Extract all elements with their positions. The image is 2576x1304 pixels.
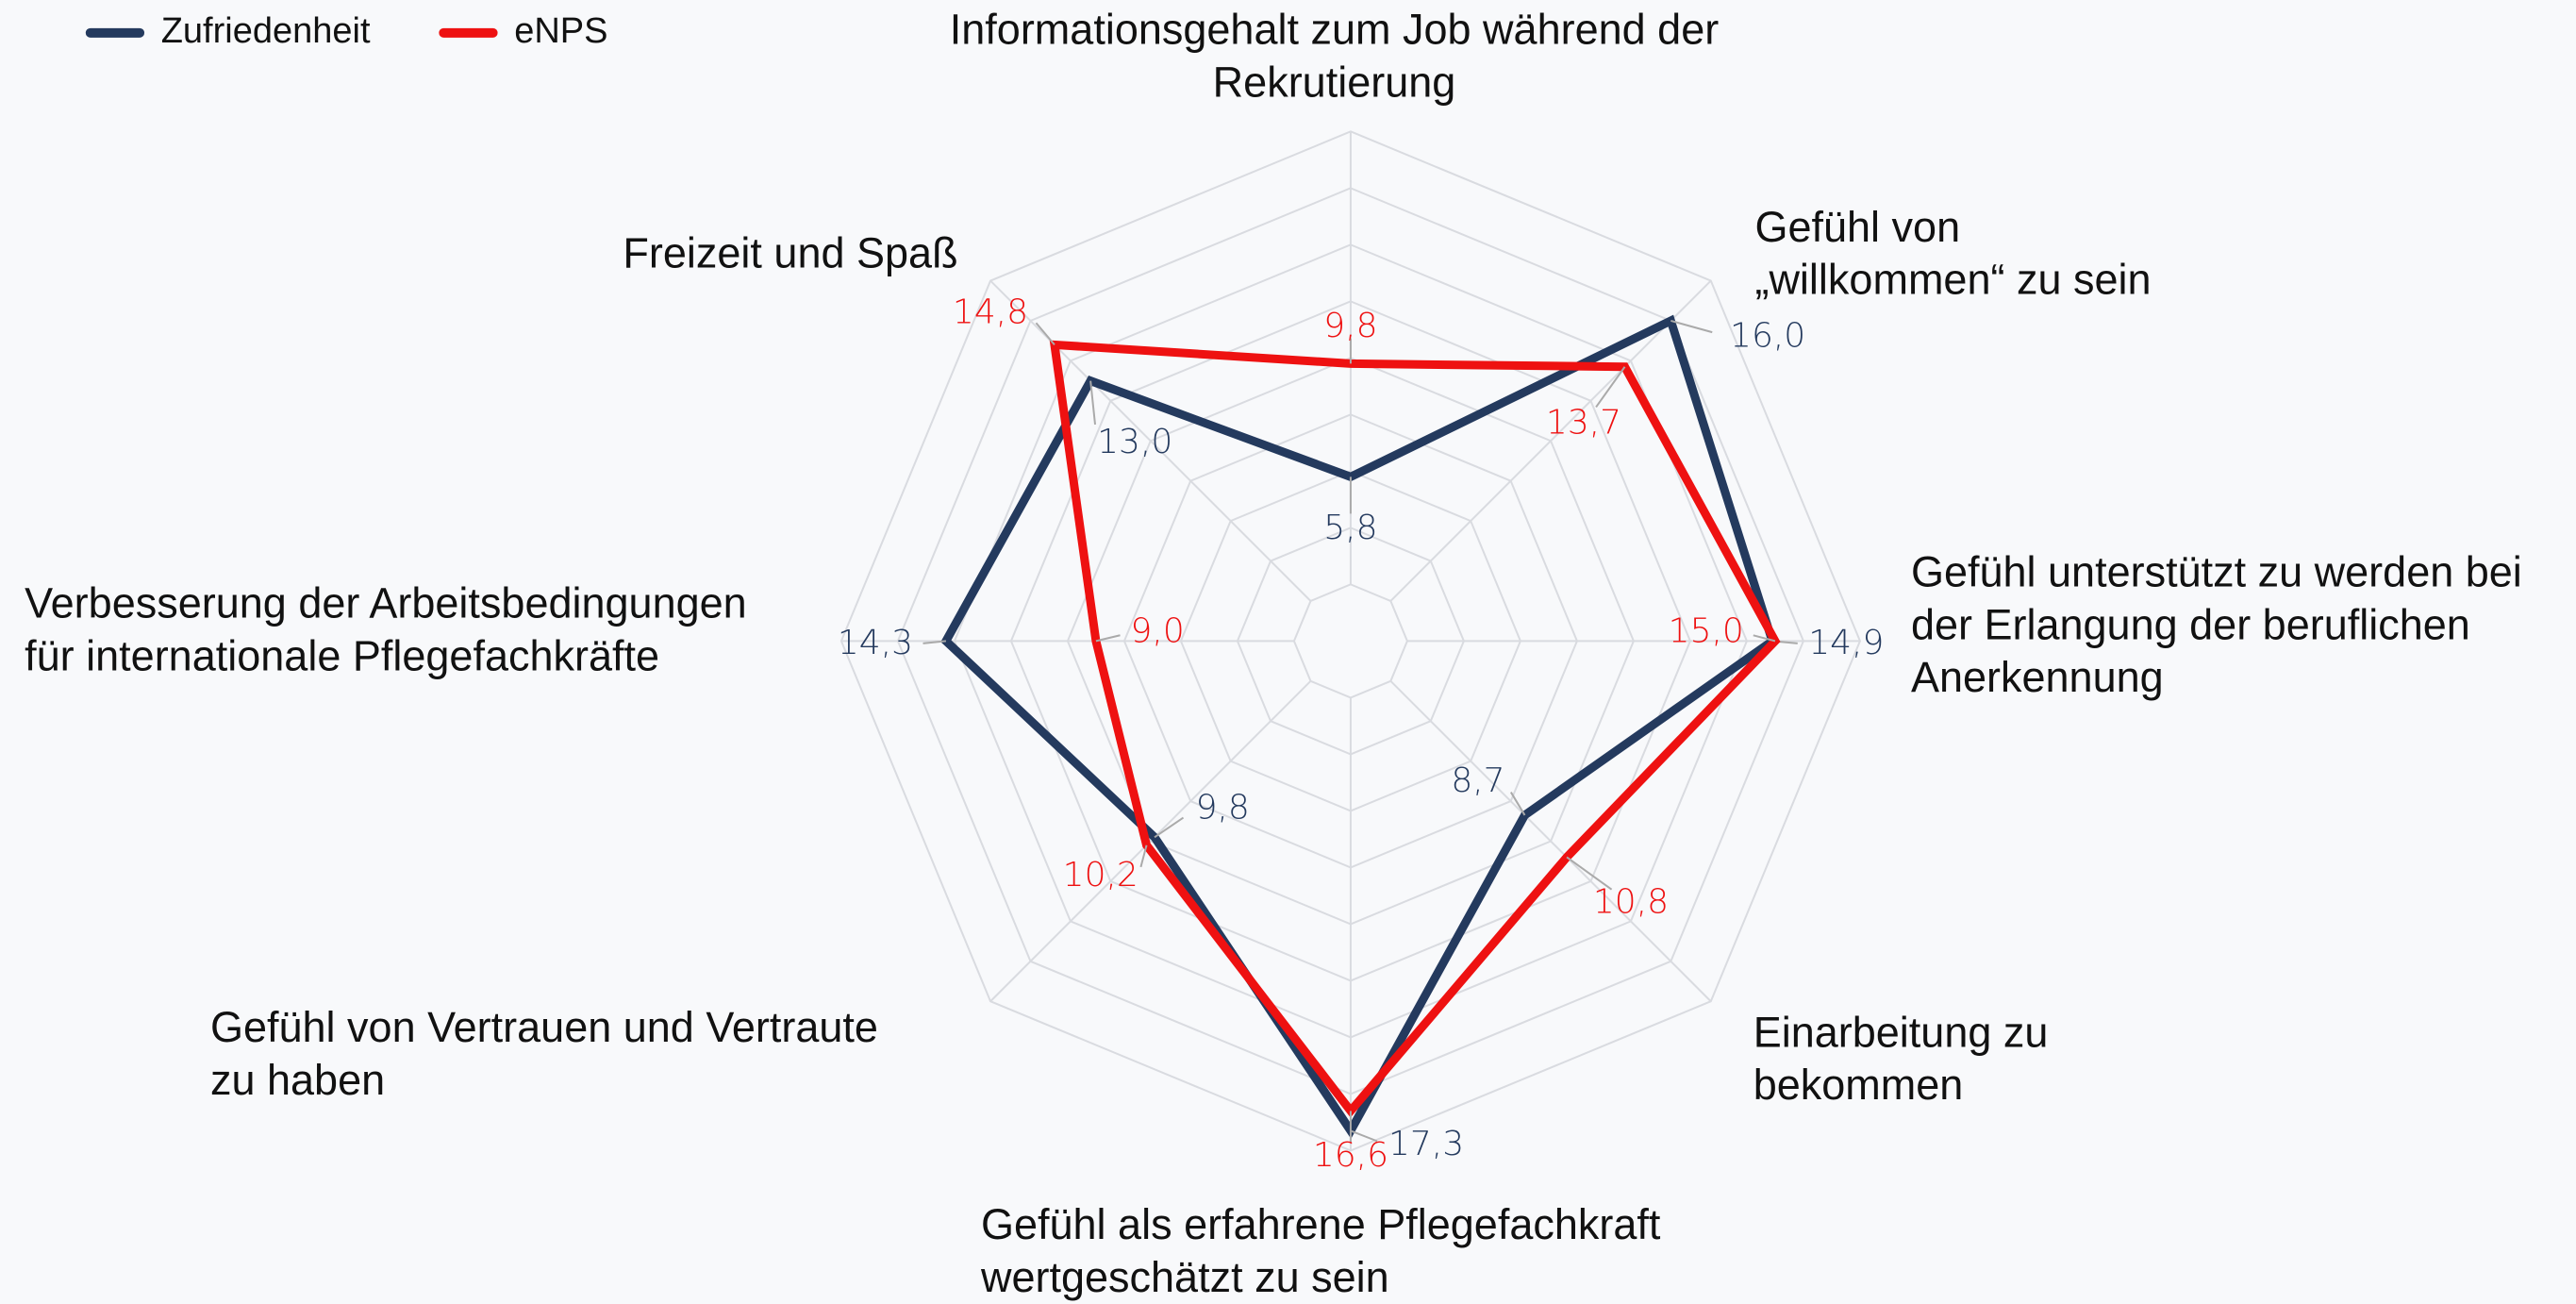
category-label: Einarbeitung zu [1753, 1008, 2049, 1056]
value-label: 14,8 [953, 293, 1028, 331]
value-label: 9,8 [1323, 307, 1377, 345]
value-label: 8,7 [1451, 761, 1504, 800]
leader-line [922, 640, 947, 644]
value-label: 14,3 [838, 624, 913, 662]
spoke [1389, 680, 1712, 1002]
leader-line [1509, 792, 1526, 816]
leader-line [1566, 856, 1613, 891]
spoke [989, 680, 1312, 1002]
spoke [1389, 279, 1712, 602]
leader-line [1350, 1129, 1378, 1143]
category-label: Anerkennung [1911, 653, 2164, 701]
value-label: 13,7 [1546, 404, 1621, 443]
leader-line [1154, 816, 1185, 839]
category-label: für internationale Pflegefachkräfte [25, 631, 659, 679]
value-label: 5,8 [1323, 509, 1377, 547]
category-label: der Erlangung der beruflichen [1911, 600, 2470, 648]
leader-line [1139, 844, 1148, 868]
value-label: 16,6 [1313, 1136, 1388, 1175]
category-label: Gefühl unterstützt zu werden bei [1911, 548, 2522, 596]
leader-line [1670, 319, 1713, 334]
category-label: Verbesserung der Arbeitsbedingungen [25, 579, 747, 627]
category-label: Informationsgehalt zum Job während der [950, 6, 1719, 54]
legend-label: eNPS [514, 11, 607, 51]
leader-line [1595, 366, 1626, 409]
category-label: wertgeschätzt zu sein [980, 1253, 1389, 1301]
legend-label: Zufriedenheit [161, 11, 371, 51]
category-label: Gefühl als erfahrene Pflegefachkraft [981, 1200, 1661, 1248]
value-label: 16,0 [1730, 316, 1805, 355]
category-label: Rekrutierung [1213, 58, 1456, 106]
category-label: zu haben [210, 1056, 385, 1104]
leader-line [1089, 380, 1097, 426]
value-label: 10,8 [1593, 882, 1669, 921]
category-label: Gefühl von Vertrauen und Vertraute [210, 1003, 878, 1051]
value-label: 9,8 [1196, 789, 1250, 828]
grid-ring [1292, 583, 1409, 699]
value-label: 10,2 [1063, 856, 1138, 894]
category-label: Freizeit und Spaß [623, 229, 957, 277]
category-label: Gefühl von [1754, 203, 1960, 251]
leader-line [1753, 634, 1776, 643]
value-label: 13,0 [1097, 423, 1172, 461]
value-label: 9,0 [1130, 612, 1184, 651]
leader-line [1095, 634, 1121, 643]
value-label: 17,3 [1388, 1125, 1464, 1163]
category-label: bekommen [1753, 1061, 1964, 1109]
value-label: 15,0 [1669, 612, 1744, 651]
spoke [989, 279, 1312, 602]
leader-line [1035, 322, 1055, 346]
value-label: 14,9 [1808, 624, 1884, 662]
category-label: „willkommen“ zu sein [1754, 256, 2151, 304]
